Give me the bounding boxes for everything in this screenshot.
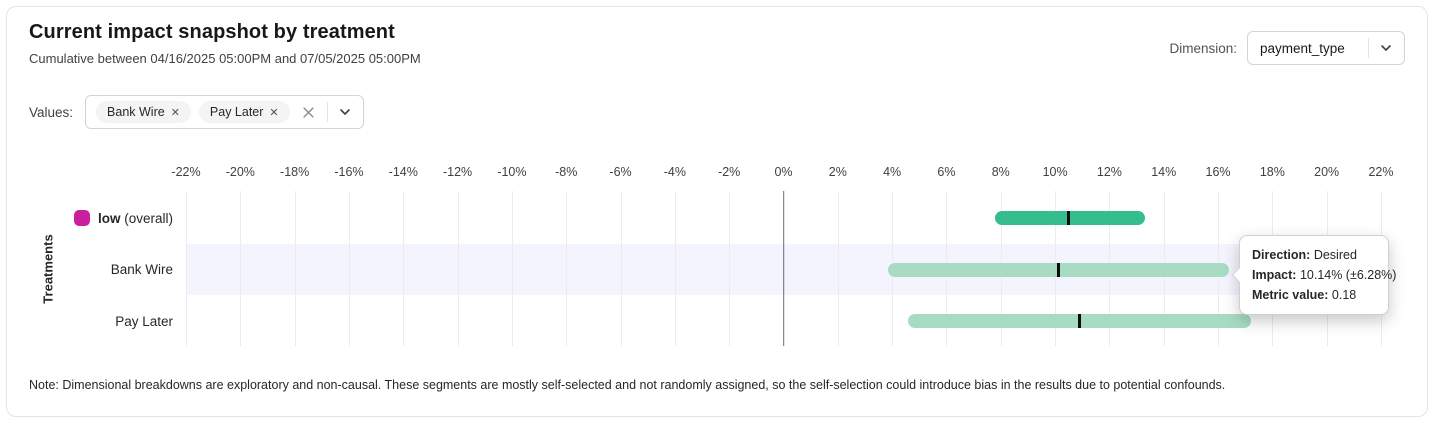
gridline: [240, 191, 242, 346]
chevron-down-icon[interactable]: [337, 104, 353, 120]
gridline: [729, 191, 731, 346]
axis-tick-label: 12%: [1096, 165, 1122, 179]
filter-chip[interactable]: Bank Wire ✕: [96, 101, 191, 123]
gridline: [837, 191, 839, 346]
treatment-name: Pay Later: [115, 313, 173, 329]
selected-value-chips: Bank Wire ✕ Pay Later ✕: [96, 101, 290, 123]
x-axis: -22% -20% -18% -16% -14% -12% -10% -8% -6% -4% -2%…: [171, 165, 1393, 181]
date-range-subtitle: Cumulative between 04/16/2025 05:00PM an…: [29, 51, 421, 66]
values-multiselect[interactable]: Bank Wire ✕ Pay Later ✕: [85, 95, 364, 129]
filter-chip-label: Pay Later: [209, 105, 264, 119]
filter-chip-label: Bank Wire: [107, 105, 165, 119]
axis-tick-label: -4%: [663, 165, 686, 179]
chip-remove-icon[interactable]: ✕: [269, 106, 279, 119]
axis-tick-label: -22%: [171, 165, 201, 179]
axis-tick-label: -20%: [225, 165, 255, 179]
axis-tick-label: -12%: [442, 165, 473, 179]
axis-tick-label: -18%: [280, 165, 310, 179]
row-labels: low (overall) Bank Wire Pay Later: [7, 191, 173, 346]
dimension-control: Dimension: payment_type: [1169, 21, 1405, 65]
axis-tick-label: 4%: [883, 165, 902, 179]
footnote: Note: Dimensional breakdowns are explora…: [29, 378, 1226, 392]
axis-tick-label: -14%: [388, 165, 418, 179]
gridline: [294, 191, 296, 346]
chart-plot-area: [186, 191, 1382, 346]
select-divider: [326, 102, 328, 122]
gridline: [620, 191, 622, 346]
treatment-name: Bank Wire: [110, 262, 173, 277]
axis-tick-label: 0%: [774, 165, 793, 179]
gridline: [403, 191, 405, 346]
gridline: [511, 191, 513, 346]
dimension-label: Dimension:: [1169, 40, 1237, 56]
select-divider: [1368, 38, 1369, 58]
zero-line: [782, 191, 785, 346]
tooltip-direction: Direction: Desired: [1252, 248, 1357, 262]
axis-tick-label: -16%: [334, 165, 364, 179]
y-axis-title: Treatments: [40, 234, 56, 304]
gridline: [674, 191, 676, 346]
gridline: [348, 191, 350, 346]
impact-point-marker: [1067, 211, 1071, 225]
dimension-selected-value: payment_type: [1260, 40, 1345, 56]
filter-chip[interactable]: Pay Later ✕: [198, 101, 290, 123]
axis-tick-label: 14%: [1151, 165, 1177, 179]
impact-snapshot-card: Current impact snapshot by treatment Cum…: [6, 6, 1428, 417]
chip-remove-icon[interactable]: ✕: [170, 106, 180, 119]
impact-point-marker: [1078, 314, 1082, 328]
axis-tick-label: 22%: [1368, 165, 1394, 179]
dimension-select[interactable]: payment_type: [1247, 31, 1405, 65]
gridline: [457, 191, 459, 346]
tooltip: Direction: Desired Impact: 10.14% (±6.28…: [1239, 235, 1397, 315]
values-label: Values:: [29, 104, 74, 120]
treatment-row-label: low (overall): [73, 208, 173, 228]
axis-tick-label: 10%: [1042, 165, 1068, 179]
gridline: [186, 191, 187, 346]
axis-tick-label: -8%: [555, 165, 578, 179]
axis-tick-label: 2%: [828, 165, 847, 179]
header-left: Current impact snapshot by treatment Cum…: [29, 21, 421, 66]
axis-tick-label: 8%: [991, 165, 1010, 179]
treatment-row-label: Bank Wire: [111, 260, 173, 280]
axis-tick-label: 20%: [1314, 165, 1340, 179]
axis-tick-label: 18%: [1259, 165, 1285, 179]
axis-tick-label: -6%: [609, 165, 632, 179]
header: Current impact snapshot by treatment Cum…: [29, 21, 1405, 66]
axis-tick-label: -2%: [718, 165, 741, 179]
clear-all-icon[interactable]: [299, 105, 318, 120]
axis-tick-label: 6%: [937, 165, 956, 179]
tooltip-impact: Impact: 10.14% (±6.28%): [1252, 268, 1397, 282]
impact-point-marker: [1057, 262, 1061, 277]
tooltip-metric-value: Metric value: 0.18: [1252, 288, 1357, 302]
page-title: Current impact snapshot by treatment: [29, 21, 395, 43]
axis-tick-label: -10%: [497, 165, 527, 179]
treatment-name: low (overall): [97, 210, 173, 226]
axis-tick-label: 16%: [1205, 165, 1231, 179]
chevron-down-icon[interactable]: [1378, 40, 1394, 56]
values-filter-row: Values: Bank Wire ✕ Pay Later ✕: [29, 95, 364, 129]
treatment-row-label: Pay Later: [115, 311, 173, 331]
legend-swatch: [73, 210, 90, 226]
gridline: [566, 191, 568, 346]
